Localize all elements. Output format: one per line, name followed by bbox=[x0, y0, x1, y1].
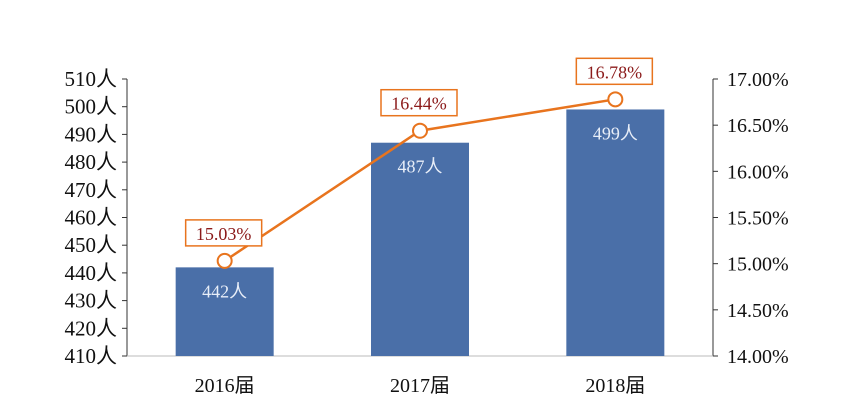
bar-2016届 bbox=[175, 267, 274, 356]
bar-value-label: 499人 bbox=[593, 123, 638, 143]
rate-point bbox=[216, 252, 233, 269]
right-tick-label: 17.00% bbox=[727, 69, 789, 91]
left-tick-label: 440人 bbox=[65, 261, 118, 285]
right-tick-label: 16.00% bbox=[727, 161, 789, 183]
rate-point bbox=[412, 122, 428, 139]
rate-label: 16.44% bbox=[391, 94, 447, 114]
left-tick-label: 510人 bbox=[65, 67, 118, 91]
left-tick-label: 480人 bbox=[65, 150, 118, 174]
rate-label-box bbox=[380, 88, 458, 117]
rate-label-box bbox=[575, 57, 654, 86]
right-tick-label: 14.00% bbox=[727, 346, 789, 368]
right-tick-label: 14.50% bbox=[727, 300, 789, 322]
rate-label-box bbox=[184, 219, 263, 247]
left-tick-label: 420人 bbox=[65, 316, 118, 340]
left-tick-label: 430人 bbox=[65, 289, 118, 313]
x-tick-label: 2016届 bbox=[195, 375, 255, 397]
right-tick-label: 15.50% bbox=[727, 208, 789, 230]
bar-2017届 bbox=[371, 142, 469, 356]
bar-value-label: 487人 bbox=[398, 157, 443, 177]
bar-value-label: 442人 bbox=[202, 281, 247, 301]
rate-label: 15.03% bbox=[196, 224, 252, 244]
left-tick-label: 490人 bbox=[65, 122, 118, 146]
x-tick-label: 2017届 bbox=[390, 375, 450, 397]
x-tick-label: 2018届 bbox=[585, 375, 645, 397]
left-tick-label: 460人 bbox=[65, 206, 118, 230]
left-tick-label: 500人 bbox=[65, 95, 118, 119]
left-tick-label: 410人 bbox=[65, 344, 118, 368]
rate-point bbox=[607, 91, 624, 108]
rate-label: 16.78% bbox=[587, 62, 643, 82]
left-tick-label: 450人 bbox=[65, 233, 118, 257]
bar-2018届 bbox=[566, 109, 665, 356]
left-tick-label: 470人 bbox=[65, 178, 118, 202]
right-tick-label: 16.50% bbox=[727, 115, 789, 137]
right-tick-label: 15.00% bbox=[727, 254, 789, 276]
